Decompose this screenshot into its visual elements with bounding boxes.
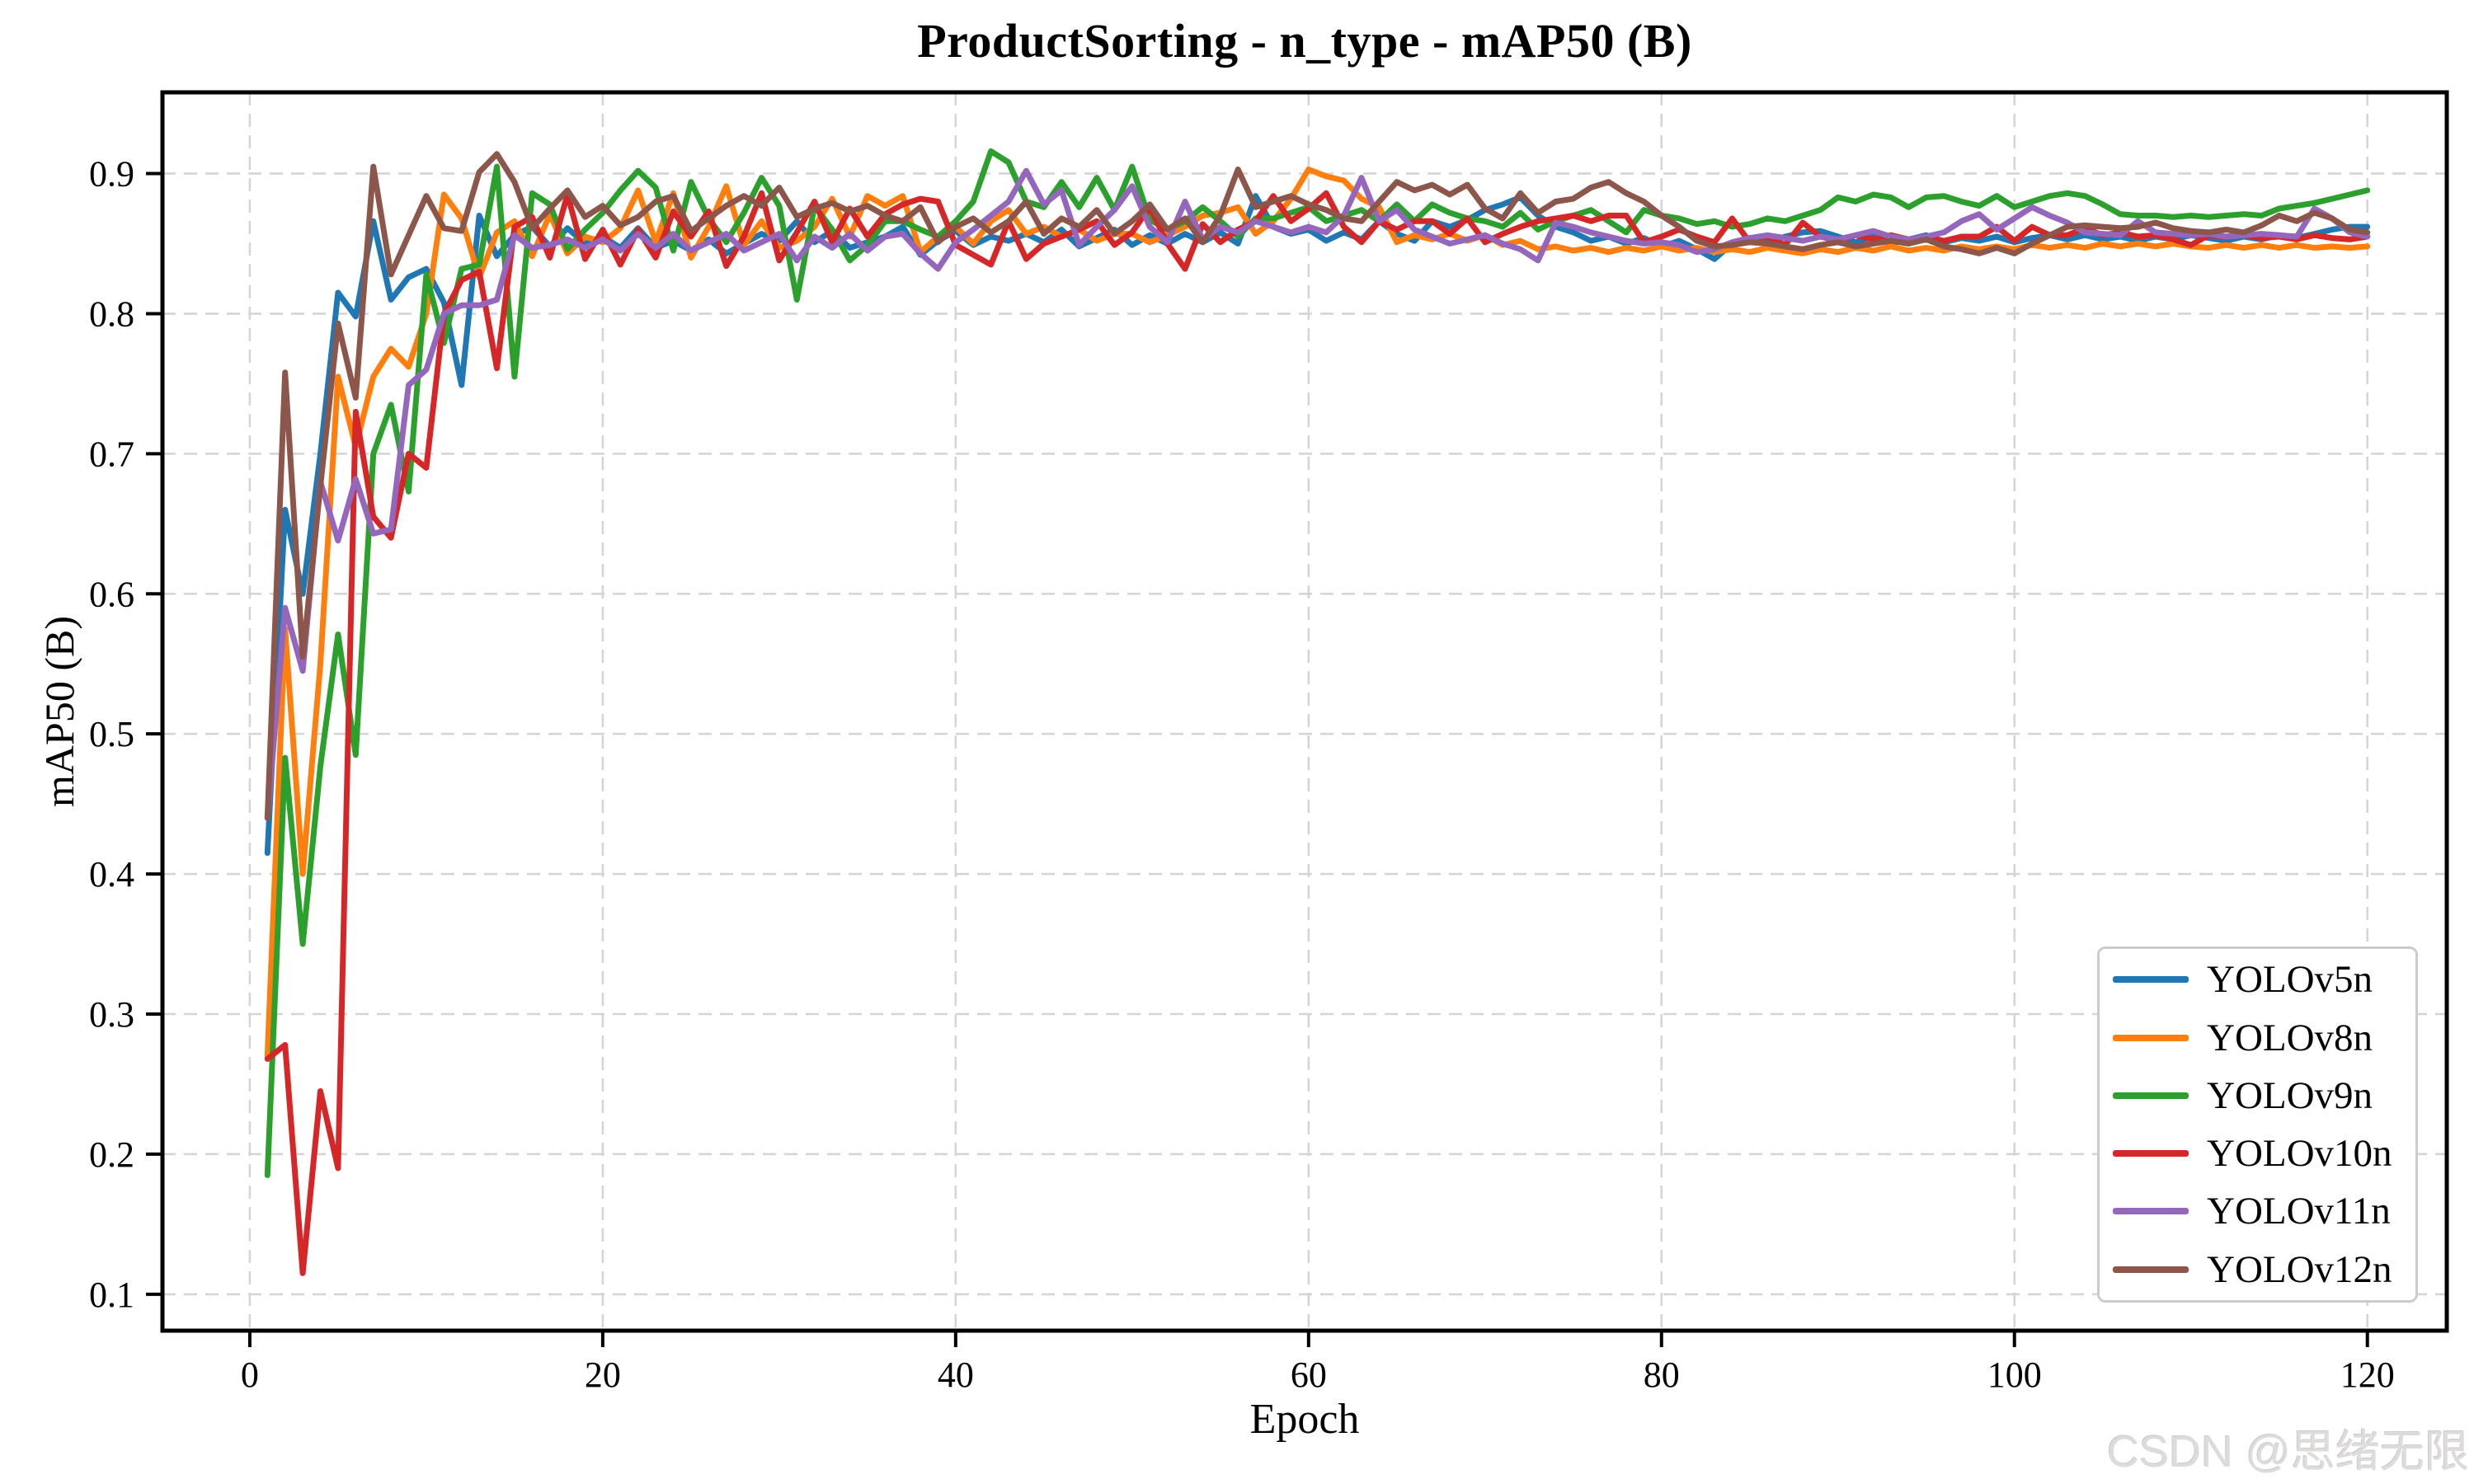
legend-line-sample <box>2113 1092 2189 1099</box>
y-tick-label: 0.7 <box>89 434 134 474</box>
y-tick-label: 0.2 <box>89 1134 134 1175</box>
legend-line-sample <box>2113 1150 2189 1158</box>
watermark: CSDN @思绪无限 <box>2107 1427 2469 1477</box>
legend-item-label: YOLOv11n <box>2207 1190 2391 1233</box>
legend-item: YOLOv8n <box>2100 1011 2415 1065</box>
series-line-yolov11n <box>264 167 2371 821</box>
legend-item-label: YOLOv8n <box>2207 1016 2373 1059</box>
series-line-yolov12n <box>264 151 2371 821</box>
y-tick-label: 0.6 <box>89 574 134 614</box>
legend-item: YOLOv9n <box>2100 1068 2415 1123</box>
legend-item-label: YOLOv12n <box>2207 1247 2392 1291</box>
legend-item-label: YOLOv9n <box>2207 1073 2373 1117</box>
series-line-yolov8n <box>264 167 2371 1059</box>
legend-item: YOLOv5n <box>2100 952 2415 1007</box>
x-tick-label: 40 <box>938 1355 974 1395</box>
y-tick-label: 0.1 <box>89 1275 134 1315</box>
legend-item-label: YOLOv10n <box>2207 1132 2392 1176</box>
legend-line-sample <box>2113 976 2189 984</box>
legend-line-sample <box>2113 1034 2189 1041</box>
x-tick-label: 80 <box>1644 1355 1680 1395</box>
legend-line-sample <box>2113 1266 2189 1273</box>
x-axis-label: Epoch <box>1249 1396 1360 1443</box>
legend-item: YOLOv11n <box>2100 1184 2415 1238</box>
x-tick-label: 120 <box>2340 1355 2395 1395</box>
legend-item: YOLOv12n <box>2100 1242 2415 1297</box>
legend-item: YOLOv10n <box>2100 1126 2415 1181</box>
chart-title: ProductSorting - n_type - mAP50 (B) <box>917 14 1692 68</box>
y-tick-label: 0.8 <box>89 294 134 334</box>
x-tick-label: 60 <box>1291 1355 1327 1395</box>
legend: YOLOv5n YOLOv8n YOLOv9n YOLOv10n YOLOv11n YOL… <box>2097 946 2418 1303</box>
series-line-yolov10n <box>264 190 2371 1276</box>
y-tick-label: 0.5 <box>89 714 134 754</box>
x-tick-label: 100 <box>1987 1355 2042 1395</box>
y-tick-label: 0.9 <box>89 154 134 195</box>
plot-border <box>160 90 2449 1333</box>
legend-line-sample <box>2113 1208 2189 1215</box>
legend-item-label: YOLOv5n <box>2207 958 2373 1002</box>
series-line-yolov5n <box>264 193 2371 857</box>
y-tick-label: 0.4 <box>89 854 134 895</box>
x-tick-label: 20 <box>585 1355 621 1395</box>
y-tick-label: 0.3 <box>89 994 134 1035</box>
x-tick-label: 0 <box>241 1355 259 1395</box>
series-line-yolov9n <box>264 148 2371 1178</box>
